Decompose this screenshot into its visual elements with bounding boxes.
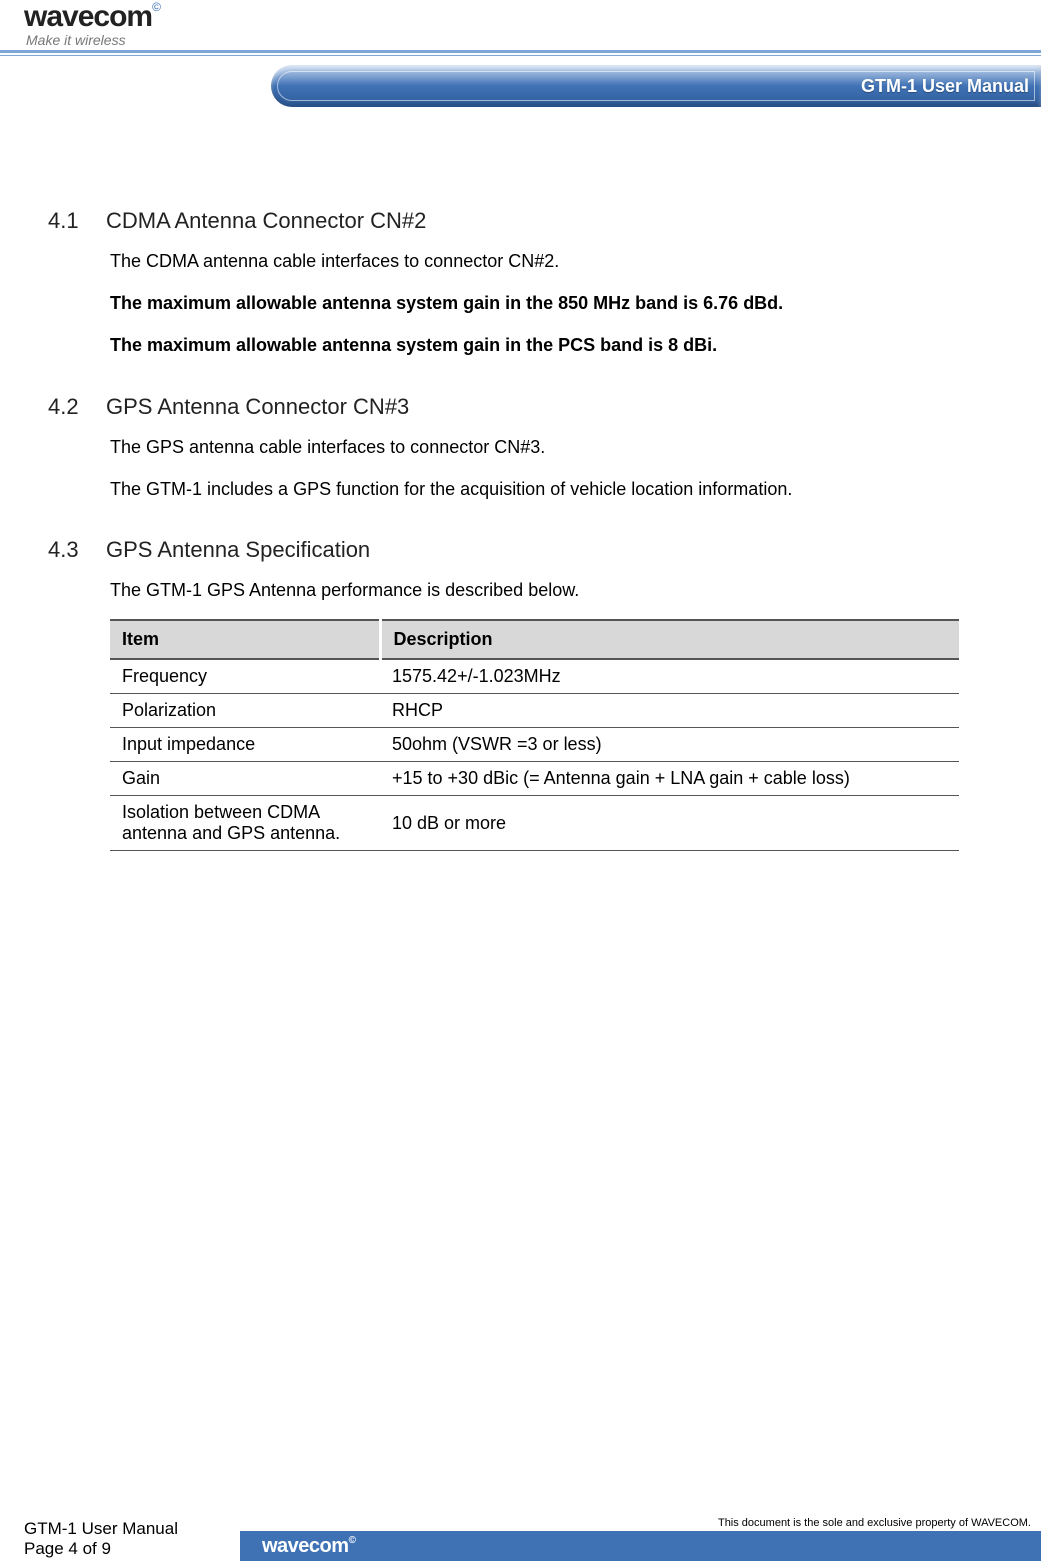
content: 4.1 CDMA Antenna Connector CN#2 The CDMA… [0, 130, 1041, 851]
logo-row: wavecom© [24, 0, 161, 34]
section-4-3-head: 4.3 GPS Antenna Specification [48, 537, 993, 563]
section-4-1-p1: The CDMA antenna cable interfaces to con… [110, 248, 963, 276]
section-4-1-head: 4.1 CDMA Antenna Connector CN#2 [48, 208, 993, 234]
table-header-row: Item Description [110, 620, 959, 659]
cell-item: Isolation between CDMA antenna and GPS a… [110, 796, 380, 851]
header-line-inner [0, 53, 1041, 55]
table-row: Isolation between CDMA antenna and GPS a… [110, 796, 959, 851]
page-footer: GTM-1 User Manual Page 4 of 9 This docum… [0, 1491, 1041, 1561]
cell-item: Input impedance [110, 728, 380, 762]
section-4-2-p2: The GTM-1 includes a GPS function for th… [110, 476, 963, 504]
section-num: 4.1 [48, 208, 106, 234]
header-banner: GTM-1 User Manual [271, 65, 1041, 107]
footer-bar-logo: wavecom© [262, 1535, 355, 1558]
cell-item: Gain [110, 762, 380, 796]
col-desc-header: Description [380, 620, 959, 659]
cell-item: Polarization [110, 694, 380, 728]
cell-desc: 1575.42+/-1.023MHz [380, 659, 959, 694]
section-title: GPS Antenna Connector CN#3 [106, 394, 409, 420]
footer-bar-logo-sup: © [349, 1535, 356, 1546]
table-row: Gain +15 to +30 dBic (= Antenna gain + L… [110, 762, 959, 796]
section-4-2-head: 4.2 GPS Antenna Connector CN#3 [48, 394, 993, 420]
section-num: 4.3 [48, 537, 106, 563]
section-4-3-p1: The GTM-1 GPS Antenna performance is des… [110, 577, 963, 605]
section-4-2-p1: The GPS antenna cable interfaces to conn… [110, 434, 963, 462]
section-4-1-p3: The maximum allowable antenna system gai… [110, 332, 963, 360]
cell-item: Frequency [110, 659, 380, 694]
logo-sup: © [152, 0, 161, 14]
footer-page: Page 4 of 9 [24, 1539, 111, 1559]
cell-desc: RHCP [380, 694, 959, 728]
cell-desc: 10 dB or more [380, 796, 959, 851]
section-4-1-p2: The maximum allowable antenna system gai… [110, 290, 963, 318]
logo-text: wavecom [24, 0, 152, 33]
col-item-header: Item [110, 620, 380, 659]
cell-desc: +15 to +30 dBic (= Antenna gain + LNA ga… [380, 762, 959, 796]
section-num: 4.2 [48, 394, 106, 420]
footer-manual: GTM-1 User Manual [24, 1519, 178, 1539]
table-row: Input impedance 50ohm (VSWR =3 or less) [110, 728, 959, 762]
page-header: wavecom© Make it wireless GTM-1 User Man… [0, 0, 1041, 130]
footer-bar: wavecom© [240, 1531, 1041, 1561]
table-row: Frequency 1575.42+/-1.023MHz [110, 659, 959, 694]
table-row: Polarization RHCP [110, 694, 959, 728]
header-banner-text: GTM-1 User Manual [861, 76, 1029, 97]
logo-block: wavecom© Make it wireless [24, 0, 161, 48]
section-title: GPS Antenna Specification [106, 537, 370, 563]
section-title: CDMA Antenna Connector CN#2 [106, 208, 426, 234]
footer-bar-logo-text: wavecom [262, 1535, 349, 1557]
cell-desc: 50ohm (VSWR =3 or less) [380, 728, 959, 762]
logo-tagline: Make it wireless [26, 32, 161, 48]
gps-spec-table: Item Description Frequency 1575.42+/-1.0… [110, 619, 959, 851]
footer-right: This document is the sole and exclusive … [718, 1517, 1031, 1529]
